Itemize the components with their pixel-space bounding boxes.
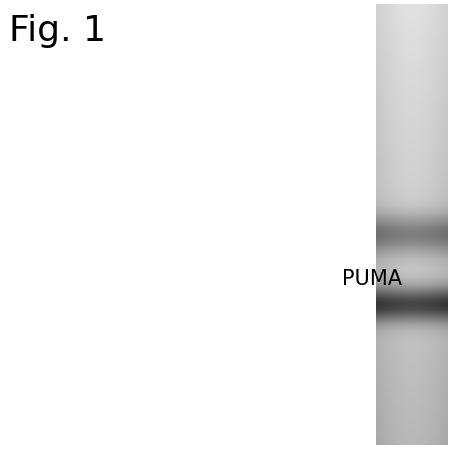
Text: Fig. 1: Fig. 1 [9, 14, 106, 48]
Text: PUMA: PUMA [342, 269, 402, 289]
